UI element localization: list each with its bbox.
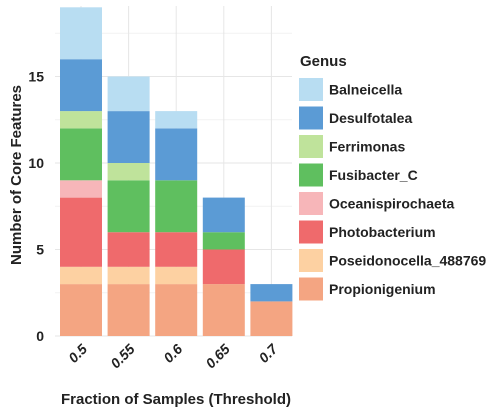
y-tick-label: 15 bbox=[28, 69, 44, 85]
bar-segment bbox=[155, 180, 198, 233]
bar-segment bbox=[107, 76, 150, 112]
bar-segment bbox=[60, 266, 102, 285]
bar-segment bbox=[60, 59, 102, 112]
x-tick-label: 0.55 bbox=[107, 341, 138, 372]
bar-segment bbox=[107, 284, 150, 336]
legend-label: Fusibacter_C bbox=[329, 167, 418, 183]
legend-label: Photobacterium bbox=[329, 224, 436, 240]
legend-swatch bbox=[299, 163, 323, 187]
legend-label: Balneicella bbox=[329, 82, 402, 98]
y-tick-label: 10 bbox=[28, 155, 44, 171]
bar-segment bbox=[60, 111, 102, 129]
bar-segment bbox=[250, 284, 293, 302]
bar-segment bbox=[60, 197, 102, 267]
legend-swatch bbox=[299, 277, 323, 301]
legend-swatch bbox=[299, 106, 323, 130]
y-tick-label: 5 bbox=[36, 242, 44, 258]
legend-label: Ferrimonas bbox=[329, 139, 405, 155]
bar-segment bbox=[155, 111, 198, 129]
bar-segment bbox=[155, 284, 198, 336]
bar-segment bbox=[202, 232, 245, 250]
x-axis-ticks: 0.5 0.55 0.6 0.65 0.7 bbox=[65, 340, 281, 371]
bar-segment bbox=[155, 232, 198, 267]
bars bbox=[60, 7, 293, 336]
x-tick-label: 0.65 bbox=[202, 341, 233, 372]
legend-swatch bbox=[299, 249, 323, 272]
bar-segment bbox=[60, 128, 102, 181]
y-axis-ticks: 0 5 10 15 bbox=[28, 69, 44, 345]
bar-segment bbox=[60, 7, 102, 60]
legend-label: Propionigenium bbox=[329, 281, 436, 297]
legend-label: Desulfotalea bbox=[329, 110, 412, 126]
bar-segment bbox=[155, 266, 198, 285]
legend-title: Genus bbox=[300, 53, 347, 70]
y-axis-title: Number of Core Features bbox=[8, 85, 25, 265]
bar-segment bbox=[202, 197, 245, 233]
bar-segment bbox=[107, 232, 150, 267]
bar-segment bbox=[250, 301, 293, 336]
bar-segment bbox=[155, 128, 198, 181]
x-tick-label: 0.5 bbox=[65, 341, 90, 366]
legend-label: Oceanispirochaeta bbox=[329, 196, 454, 212]
bar-segment bbox=[60, 180, 102, 198]
bar-segment bbox=[60, 284, 102, 336]
x-tick-label: 0.7 bbox=[255, 340, 281, 366]
y-tick-label: 0 bbox=[36, 328, 44, 344]
legend-swatch bbox=[299, 78, 323, 101]
bar-segment bbox=[202, 284, 245, 336]
legend-swatch bbox=[299, 220, 323, 244]
legend: Genus Balneicella Desulfotalea Ferrimonas F… bbox=[299, 53, 486, 301]
bar-segment bbox=[107, 180, 150, 233]
bar-segment bbox=[107, 111, 150, 163]
legend-swatch bbox=[299, 135, 323, 158]
bar-segment bbox=[107, 266, 150, 285]
x-axis-title: Fraction of Samples (Threshold) bbox=[61, 391, 291, 408]
bar-segment bbox=[107, 163, 150, 181]
x-tick-label: 0.6 bbox=[160, 341, 185, 366]
legend-label: Poseidonocella_488769 bbox=[329, 253, 486, 269]
bar-segment bbox=[202, 249, 245, 285]
legend-swatch bbox=[299, 192, 323, 215]
